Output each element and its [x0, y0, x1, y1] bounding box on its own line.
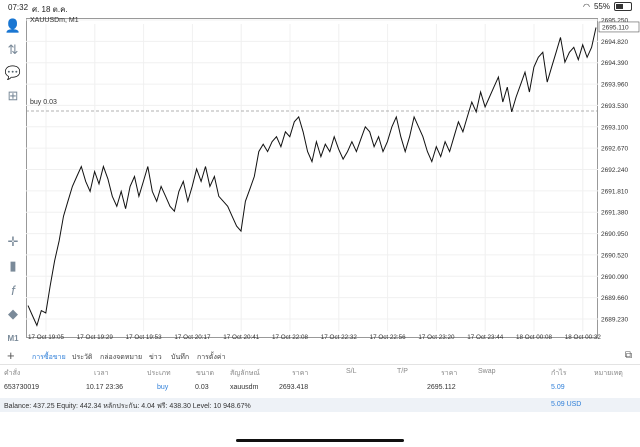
price-tick-label: 2692.240 — [601, 167, 628, 174]
add-document-icon[interactable]: ⊞ — [7, 88, 19, 103]
col-size: ขนาด — [196, 370, 215, 377]
balance-profit: 5.09 USD — [551, 401, 582, 408]
time-tick-label: 17 Oct 19:53 — [126, 334, 163, 341]
time-tick-label: 17 Oct 23:20 — [418, 334, 455, 341]
price-tick-label: 2690.950 — [601, 231, 628, 238]
col-tp: T/P — [397, 368, 408, 375]
price-tick-label: 2693.100 — [601, 124, 628, 131]
function-icon[interactable]: f — [11, 282, 15, 298]
balance-bar: Balance: 437.25 Equity: 442.34 หลักประกั… — [0, 398, 640, 412]
time-tick-label: 17 Oct 23:44 — [467, 334, 504, 341]
wifi-icon: ◠ — [583, 2, 590, 11]
price-tick-label: 2691.810 — [601, 188, 628, 195]
time-tick-label: 17 Oct 22:32 — [321, 334, 358, 341]
tab-mailbox[interactable]: กล่องจดหมาย — [100, 354, 143, 361]
price-tick-label: 2693.960 — [601, 82, 628, 89]
price-tick-label: 2689.660 — [601, 295, 628, 302]
tab-journal[interactable]: บันทึก — [171, 354, 190, 361]
row-profit: 5.09 — [551, 384, 565, 391]
col-open-price: ราคา — [292, 370, 309, 377]
chart-symbol: XAUUSDm, M1 — [30, 17, 79, 24]
trade-icon[interactable]: ⇅ — [7, 42, 19, 57]
buy-line-label: buy 0.03 — [30, 99, 57, 106]
time-tick-label: 17 Oct 20:17 — [174, 334, 211, 341]
col-profit: กำไร — [551, 370, 567, 377]
col-comment: หมายเหตุ — [594, 370, 623, 377]
col-swap: Swap — [478, 368, 496, 375]
price-tick-label: 2691.380 — [601, 210, 628, 217]
col-symbol: สัญลักษณ์ — [230, 370, 260, 377]
tab-history[interactable]: ประวัติ — [72, 354, 93, 361]
price-tick-label: 2690.090 — [601, 274, 628, 281]
price-tick-label: 2689.230 — [601, 317, 628, 324]
col-type: ประเภท — [147, 370, 171, 377]
chart-canvas: 2695.250 2694.820 2694.390 2693.960 2693.530… — [26, 18, 640, 341]
home-indicator — [236, 439, 404, 442]
left-toolbar: 👤 ⇅ 💬 ⊞ ✛ ▮ f ◆ M1 — [0, 14, 26, 344]
time-tick-label: 18 Oct 00:08 — [516, 334, 553, 341]
objects-icon[interactable]: ◆ — [8, 306, 18, 321]
status-bar: 07:32 ศ. 18 ต.ค. ◠ 55% — [0, 0, 640, 14]
time-tick-label: 17 Oct 20:41 — [223, 334, 260, 341]
status-date: ศ. 18 ต.ค. — [32, 5, 68, 14]
terminal-tabs: + การซื้อขาย ประวัติ กล่องจดหมาย ข่าว บั… — [0, 348, 640, 365]
status-time: 07:32 — [8, 3, 29, 12]
tab-news[interactable]: ข่าว — [149, 354, 162, 361]
price-tick-label: 2694.820 — [601, 39, 628, 46]
tab-settings[interactable]: การตั้งค่า — [197, 354, 226, 361]
row-symbol: xauusdm — [230, 384, 259, 391]
row-time: 10.17 23:36 — [86, 384, 123, 391]
status-right: ◠ 55% — [583, 2, 632, 11]
tab-trade[interactable]: การซื้อขาย — [32, 354, 66, 361]
plot-frame — [26, 18, 598, 338]
user-icon[interactable]: 👤 — [4, 18, 22, 33]
price-tick-label: 2693.530 — [601, 103, 628, 110]
time-tick-label: 18 Oct 00:32 — [565, 334, 602, 341]
battery-percent: 55% — [593, 2, 610, 11]
time-tick-label: 17 Oct 19:29 — [77, 334, 114, 341]
row-type: buy — [157, 384, 169, 391]
candles-icon[interactable]: ▮ — [9, 258, 17, 273]
row-size: 0.03 — [195, 384, 209, 391]
current-price-label: 2695.110 — [602, 24, 629, 31]
row-order: 653730019 — [4, 384, 40, 391]
time-tick-label: 17 Oct 22:56 — [370, 334, 407, 341]
col-order: คำสั่ง — [4, 370, 21, 377]
col-price: ราคา — [441, 370, 458, 377]
plus-icon[interactable]: + — [7, 348, 15, 363]
chat-icon[interactable]: 💬 — [4, 65, 22, 80]
col-sl: S/L — [346, 368, 357, 375]
price-tick-label: 2692.670 — [601, 146, 628, 153]
col-time: เวลา — [94, 370, 109, 377]
time-tick-label: 17 Oct 22:08 — [272, 334, 309, 341]
battery-icon — [614, 2, 632, 11]
crosshair-icon[interactable]: ✛ — [7, 234, 19, 249]
time-tick-label: 17 Oct 19:05 — [28, 334, 65, 341]
current-price-box — [598, 21, 640, 33]
row-open-price: 2693.418 — [279, 384, 309, 391]
price-line — [27, 27, 597, 327]
price-tick-label: 2694.390 — [601, 60, 628, 67]
price-tick-label: 2690.520 — [601, 252, 628, 259]
layout-icon[interactable]: ⧉ — [624, 350, 632, 361]
row-price: 2695.112 — [427, 384, 456, 391]
price-tick-label: 2695.250 — [601, 18, 628, 25]
price-chart[interactable]: 2695.250 2694.820 2694.390 2693.960 2693.530… — [26, 14, 640, 344]
timeframe-button[interactable]: M1 — [7, 333, 19, 343]
balance-text: Balance: 437.25 Equity: 442.34 หลักประกั… — [4, 403, 251, 410]
